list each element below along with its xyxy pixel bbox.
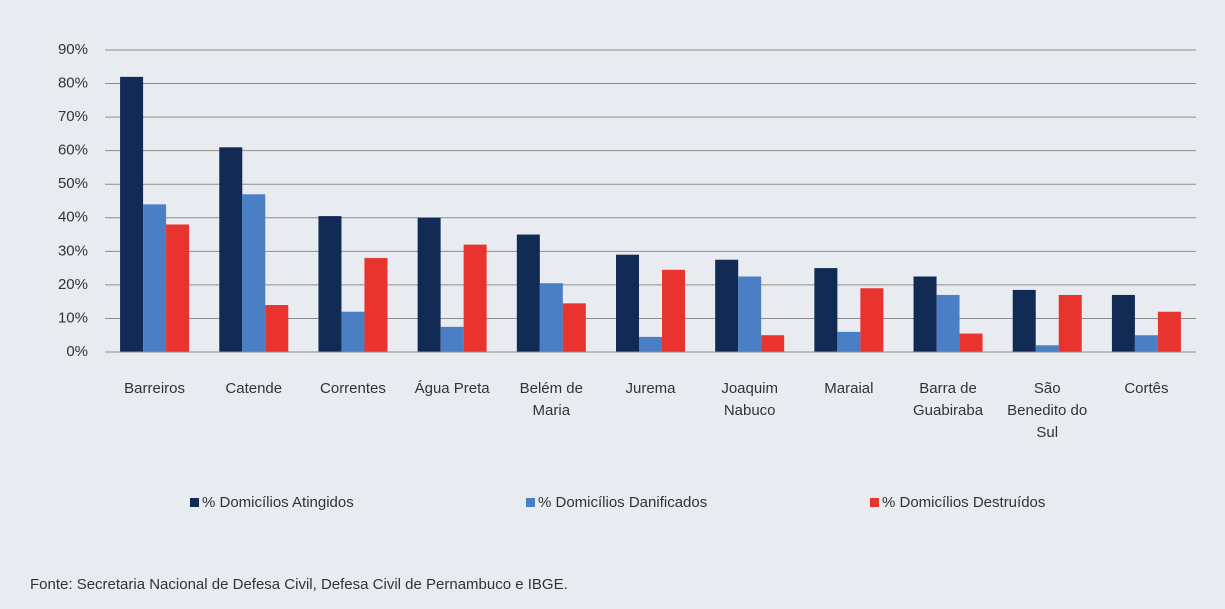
y-tick-label: 80%: [58, 75, 88, 92]
legend-item: % Domicílios Destruídos: [870, 494, 1045, 511]
y-tick-label: 10%: [58, 309, 88, 326]
bar: [341, 311, 365, 352]
legend-swatch: [190, 498, 199, 507]
legend-swatch: [870, 498, 879, 507]
bar: [120, 76, 144, 352]
bar: [616, 254, 639, 352]
bar: [662, 269, 685, 352]
y-tick-label: 30%: [58, 242, 88, 259]
bar: [1111, 294, 1135, 352]
x-tick-label: São Benedito do Sul: [1007, 380, 1088, 441]
y-tick-label: 50%: [58, 175, 88, 192]
y-tick-label: 60%: [58, 142, 88, 159]
bar: [959, 333, 983, 352]
bar: [143, 204, 167, 352]
x-tick-label: Cortês: [1124, 380, 1169, 397]
bar: [539, 283, 563, 352]
x-tick-label: Jurema: [625, 380, 676, 397]
x-tick-label: Correntes: [320, 380, 386, 397]
bar: [219, 147, 243, 352]
bar: [860, 288, 884, 352]
bar: [837, 331, 861, 352]
bar: [318, 216, 342, 352]
x-tick-label: Água Preta: [414, 380, 490, 397]
y-tick-label: 40%: [58, 209, 88, 226]
bar: [1157, 311, 1181, 352]
bar: [440, 326, 464, 352]
x-tick-label: Maraial: [824, 380, 874, 397]
x-tick-label: Joaquim Nabuco: [721, 380, 779, 419]
bar: [715, 259, 739, 352]
legend-swatch: [526, 498, 535, 507]
legend-item: % Domicílios Atingidos: [190, 494, 354, 511]
bar: [265, 305, 289, 352]
bar: [166, 224, 190, 352]
bar: [1012, 289, 1036, 352]
x-tick-label: Barra de Guabiraba: [913, 380, 984, 419]
y-tick-label: 0%: [66, 343, 88, 360]
source-note: Fonte: Secretaria Nacional de Defesa Civ…: [30, 576, 568, 593]
bar: [562, 303, 586, 352]
y-tick-label: 70%: [58, 108, 88, 125]
bar: [936, 294, 960, 352]
legend-label: % Domicílios Danificados: [538, 494, 708, 511]
bar: [242, 194, 266, 352]
bar: [814, 268, 838, 352]
y-tick-label: 90%: [58, 41, 88, 58]
bar: [913, 276, 937, 352]
x-tick-label: Belém de Maria: [519, 380, 583, 419]
bar: [463, 244, 487, 352]
y-tick-label: 20%: [58, 276, 88, 293]
legend-label: % Domicílios Atingidos: [202, 494, 354, 511]
x-tick-label: Barreiros: [124, 380, 185, 397]
x-tick-label: Catende: [225, 380, 283, 397]
bar: [1058, 294, 1082, 352]
bar: [738, 276, 762, 352]
bar: [364, 258, 388, 352]
bar: [1134, 335, 1158, 352]
bar: [516, 234, 540, 352]
bar: [1035, 345, 1059, 352]
bar: [639, 336, 662, 352]
legend-item: % Domicílios Danificados: [526, 494, 707, 511]
bar: [417, 217, 441, 352]
legend-label: % Domicílios Destruídos: [882, 494, 1046, 511]
bar: [761, 335, 785, 352]
